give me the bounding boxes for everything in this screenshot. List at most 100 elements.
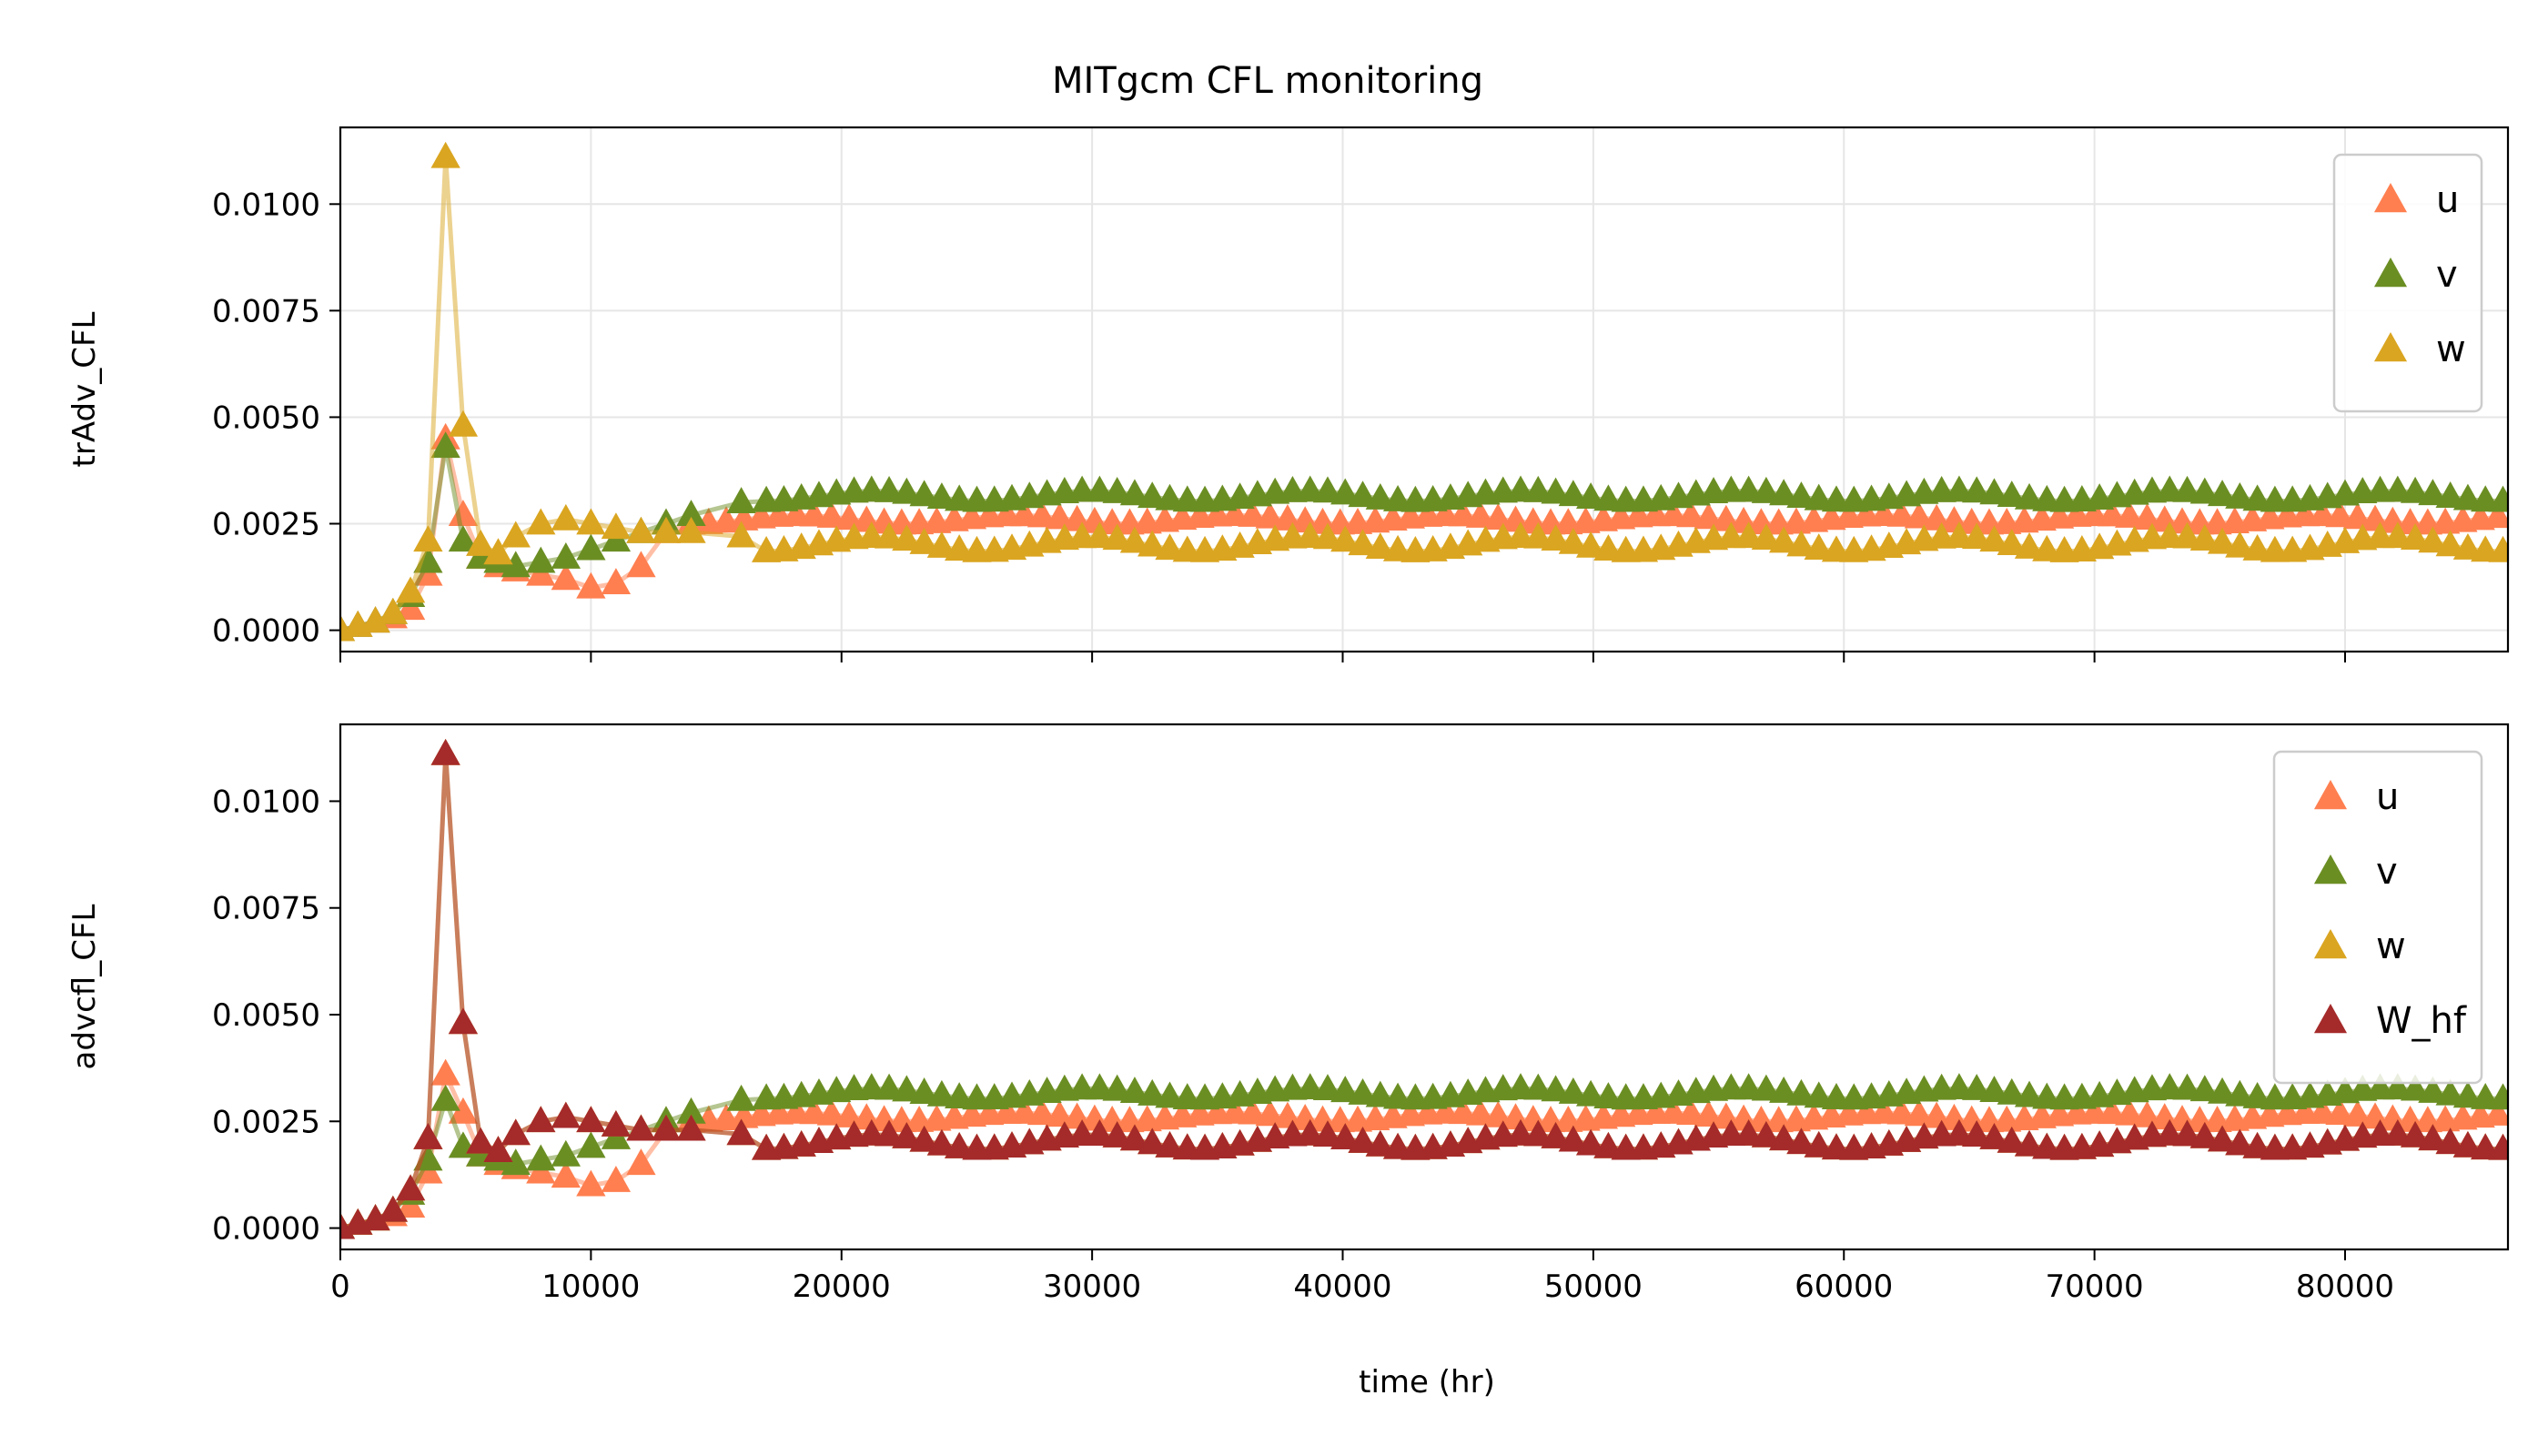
data-marker-w bbox=[1751, 523, 1782, 551]
data-marker-w-hf bbox=[1769, 1124, 1799, 1151]
data-marker-u bbox=[1921, 1101, 1952, 1128]
data-marker-v bbox=[1979, 1076, 2009, 1103]
data-marker-u bbox=[1062, 1102, 1092, 1129]
data-marker-w bbox=[1575, 531, 1606, 558]
data-marker-v bbox=[2418, 479, 2448, 506]
data-marker-w bbox=[413, 525, 443, 552]
data-marker-v bbox=[926, 482, 957, 510]
y-tick-label: 0.0000 bbox=[212, 613, 320, 650]
data-marker-w bbox=[1138, 530, 1168, 557]
data-marker-u bbox=[834, 503, 864, 531]
data-marker-w bbox=[1102, 523, 1132, 551]
data-marker-w-hf bbox=[466, 1127, 496, 1154]
data-marker-w-hf bbox=[1312, 1120, 1343, 1148]
data-marker-v bbox=[1751, 1074, 1782, 1101]
data-marker-u bbox=[1465, 500, 1496, 528]
data-marker-w-hf bbox=[676, 1114, 706, 1141]
data-marker-u bbox=[1255, 501, 1285, 529]
data-marker-u bbox=[1501, 505, 1531, 532]
data-marker-v bbox=[1997, 1077, 2027, 1105]
data-marker-v bbox=[2452, 1081, 2483, 1108]
data-marker-w bbox=[892, 524, 922, 551]
x-tick-label: 40000 bbox=[1293, 1269, 1391, 1305]
x-tick-label: 60000 bbox=[1795, 1269, 1893, 1305]
data-marker-v bbox=[1575, 482, 1606, 509]
data-marker-v bbox=[1119, 479, 1150, 506]
legend-marker bbox=[2373, 258, 2408, 288]
data-marker-v bbox=[1330, 1076, 1360, 1103]
y-tick-label: 0.0075 bbox=[212, 891, 320, 927]
data-marker-u bbox=[2342, 1100, 2372, 1127]
data-marker-v bbox=[1558, 1077, 1588, 1104]
data-marker-v bbox=[500, 551, 531, 578]
data-marker-v bbox=[2189, 477, 2219, 504]
data-marker-w-hf bbox=[551, 1101, 581, 1128]
y-axis-label: advcfl_CFL bbox=[66, 905, 103, 1070]
data-marker-u bbox=[1711, 1102, 1741, 1129]
data-marker-v bbox=[2435, 481, 2465, 508]
data-marker-u bbox=[448, 500, 479, 527]
data-marker-u bbox=[2132, 1100, 2162, 1127]
data-marker-w bbox=[626, 516, 656, 543]
data-marker-w-hf bbox=[726, 1118, 756, 1146]
data-marker-w-hf bbox=[1558, 1125, 1588, 1152]
data-marker-u bbox=[816, 1098, 846, 1126]
legend: uvw bbox=[2332, 153, 2483, 413]
data-marker-w-hf bbox=[2189, 1121, 2219, 1148]
data-marker-w-hf bbox=[1751, 1120, 1782, 1148]
data-marker-w bbox=[1541, 524, 1571, 551]
data-marker-v bbox=[1769, 479, 1799, 506]
legend-marker bbox=[2373, 183, 2408, 213]
data-marker-u bbox=[576, 1169, 606, 1197]
data-marker-w bbox=[2172, 521, 2202, 549]
data-marker-v bbox=[874, 1073, 905, 1100]
data-marker-v bbox=[1997, 480, 2027, 508]
data-marker-v bbox=[2189, 1075, 2219, 1102]
y-tick-label: 0.0100 bbox=[212, 187, 320, 223]
data-marker-v bbox=[2452, 483, 2483, 511]
data-marker-u bbox=[601, 568, 632, 594]
data-marker-u bbox=[1483, 503, 1513, 531]
data-marker-u bbox=[2149, 1103, 2179, 1130]
data-marker-w bbox=[1962, 522, 1992, 550]
legend-label: w bbox=[2436, 329, 2466, 370]
x-axis-label: time (hr) bbox=[1359, 1364, 1495, 1400]
data-marker-w bbox=[945, 534, 975, 561]
data-marker-w-hf bbox=[1541, 1121, 1571, 1148]
y-tick-label: 0.0000 bbox=[212, 1211, 320, 1248]
data-marker-v bbox=[430, 1084, 460, 1111]
legend-marker bbox=[2373, 332, 2408, 362]
data-marker-w bbox=[2488, 535, 2508, 562]
data-marker-w bbox=[726, 521, 756, 548]
data-marker-v bbox=[892, 1075, 922, 1102]
data-marker-v bbox=[1769, 1077, 1799, 1103]
data-marker-w-hf bbox=[926, 1128, 957, 1156]
data-marker-v bbox=[1138, 481, 1168, 509]
data-marker-w bbox=[483, 538, 513, 565]
y-tick-label: 0.0075 bbox=[212, 293, 320, 329]
x-tick-label: 50000 bbox=[1544, 1269, 1643, 1305]
data-marker-v bbox=[892, 477, 922, 504]
data-marker-v bbox=[1312, 476, 1343, 503]
data-marker-v bbox=[2488, 485, 2508, 512]
data-marker-w bbox=[2452, 533, 2483, 560]
legend-label: u bbox=[2376, 776, 2399, 818]
legend-marker bbox=[2313, 929, 2348, 959]
data-marker-w-hf bbox=[395, 1174, 426, 1201]
data-marker-w bbox=[1558, 527, 1588, 554]
data-marker-u bbox=[1272, 1101, 1303, 1128]
data-marker-v bbox=[926, 1079, 957, 1107]
data-marker-w bbox=[1155, 533, 1185, 561]
data-marker-u bbox=[2325, 1098, 2355, 1125]
data-marker-w-hf bbox=[483, 1136, 513, 1163]
data-marker-v bbox=[1119, 1077, 1150, 1103]
data-marker-v bbox=[1138, 1078, 1168, 1106]
data-marker-u bbox=[626, 1148, 656, 1176]
data-marker-w-hf bbox=[430, 738, 460, 765]
x-tick-label: 30000 bbox=[1043, 1269, 1141, 1305]
data-marker-v bbox=[909, 480, 939, 507]
data-marker-v bbox=[1330, 478, 1360, 505]
data-marker-v bbox=[2207, 1077, 2238, 1104]
data-marker-v bbox=[526, 1144, 556, 1171]
